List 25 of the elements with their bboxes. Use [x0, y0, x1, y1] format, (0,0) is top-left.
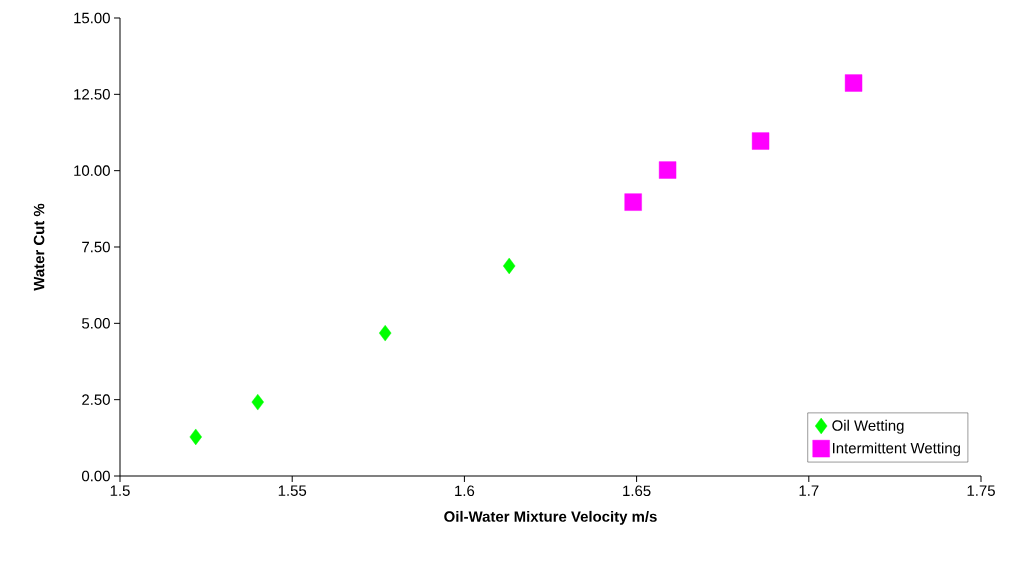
point [189, 428, 202, 446]
x-axis-title: Oil-Water Mixture Velocity m/s [444, 510, 657, 525]
point [503, 257, 516, 275]
y-tick-label: 7.50 [82, 241, 110, 253]
point [379, 324, 392, 342]
x-tick-label: 1.5 [110, 485, 130, 496]
x-tick-label: 1.7 [799, 485, 819, 496]
x-tick-label: 1.55 [278, 485, 307, 496]
point [624, 193, 642, 211]
y-tick-label: 5.00 [82, 318, 110, 329]
y-tick-label: 15.00 [74, 12, 110, 24]
x-tick-label: 1.6 [455, 485, 475, 497]
point [751, 132, 770, 150]
point [251, 393, 264, 411]
y-tick-label: 0.00 [82, 470, 110, 482]
y-axis-title: Water Cut % [33, 203, 45, 291]
legend-label: Intermittent Wetting [833, 442, 960, 457]
point [658, 161, 677, 179]
x-tick-label: 1.75 [967, 485, 995, 496]
y-tick-label: 2.50 [82, 394, 110, 405]
x-tick-label: 1.65 [623, 485, 651, 497]
y-tick-label: 10.00 [74, 165, 110, 176]
legend-label: Oil Wetting [832, 419, 904, 434]
y-tick-label: 12.50 [74, 89, 110, 100]
point [844, 74, 863, 92]
